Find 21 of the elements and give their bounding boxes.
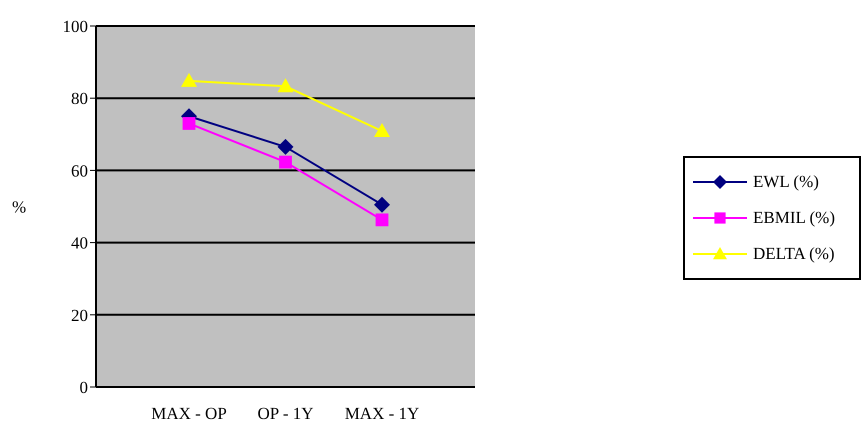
y-tick-label: 80 [71, 89, 88, 108]
legend-label: DELTA (%) [753, 244, 835, 264]
y-tick-label: 0 [80, 378, 88, 398]
point [374, 123, 390, 138]
point [374, 196, 390, 213]
point [181, 72, 197, 87]
legend-label: EWL (%) [753, 172, 819, 192]
y-tick-label: 60 [71, 161, 88, 180]
point [376, 213, 388, 226]
y-tick-label: 40 [71, 234, 88, 253]
y-tick-label: 20 [71, 306, 88, 325]
x-tick-label: OP - 1Y [257, 404, 314, 424]
y-axis-title: % [12, 198, 26, 217]
point [182, 117, 196, 130]
x-tick-label: MAX - 1Y [344, 404, 420, 424]
y-tick-label: 100 [62, 17, 88, 36]
legend-label: EBMIL (%) [753, 208, 835, 228]
point [278, 138, 294, 155]
point [279, 156, 292, 168]
x-tick-label: MAX - OP [151, 404, 227, 424]
point [278, 78, 294, 92]
